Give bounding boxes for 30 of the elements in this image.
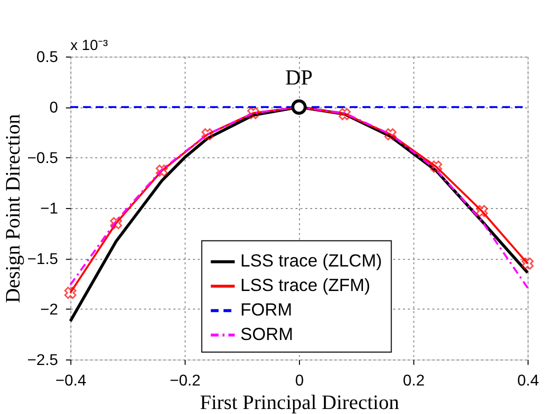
point: [110, 217, 122, 230]
x-tick-label: 0.2: [402, 372, 425, 390]
x-tick-label: −0.2: [170, 372, 201, 390]
y-tick-label: 0: [49, 99, 58, 116]
text: x 10⁻³: [70, 38, 108, 54]
y-tick-label: 0.5: [36, 48, 58, 66]
legend-label: FORM: [240, 300, 292, 320]
legend-label: LSS trace (ZLCM): [240, 250, 382, 271]
x-tick-label: 0.4: [517, 372, 540, 390]
x-tick-label: −0.4: [55, 372, 87, 390]
point: [522, 258, 534, 270]
point: [338, 108, 351, 120]
point: [201, 128, 214, 140]
x-tick-label: 0: [295, 372, 304, 390]
point: [247, 107, 260, 120]
point: [156, 164, 168, 177]
point: [430, 160, 442, 173]
y-tick-label: −0.5: [27, 150, 58, 167]
series-label: DP: [285, 66, 313, 90]
x-axis-title: First Principal Direction: [200, 392, 400, 414]
point: [476, 205, 488, 218]
y-tick-label: −1: [40, 200, 58, 218]
point: [64, 286, 76, 299]
y-axis-title: Design Point Direction: [2, 114, 24, 304]
legend-label: LSS trace (ZFM): [240, 275, 370, 296]
legend-label: SORM: [240, 324, 294, 344]
point: [384, 128, 396, 140]
y-tick-label: −2: [40, 301, 58, 318]
y-tick-label: −1.5: [27, 250, 58, 268]
y-tick-label: −2.5: [27, 352, 58, 369]
